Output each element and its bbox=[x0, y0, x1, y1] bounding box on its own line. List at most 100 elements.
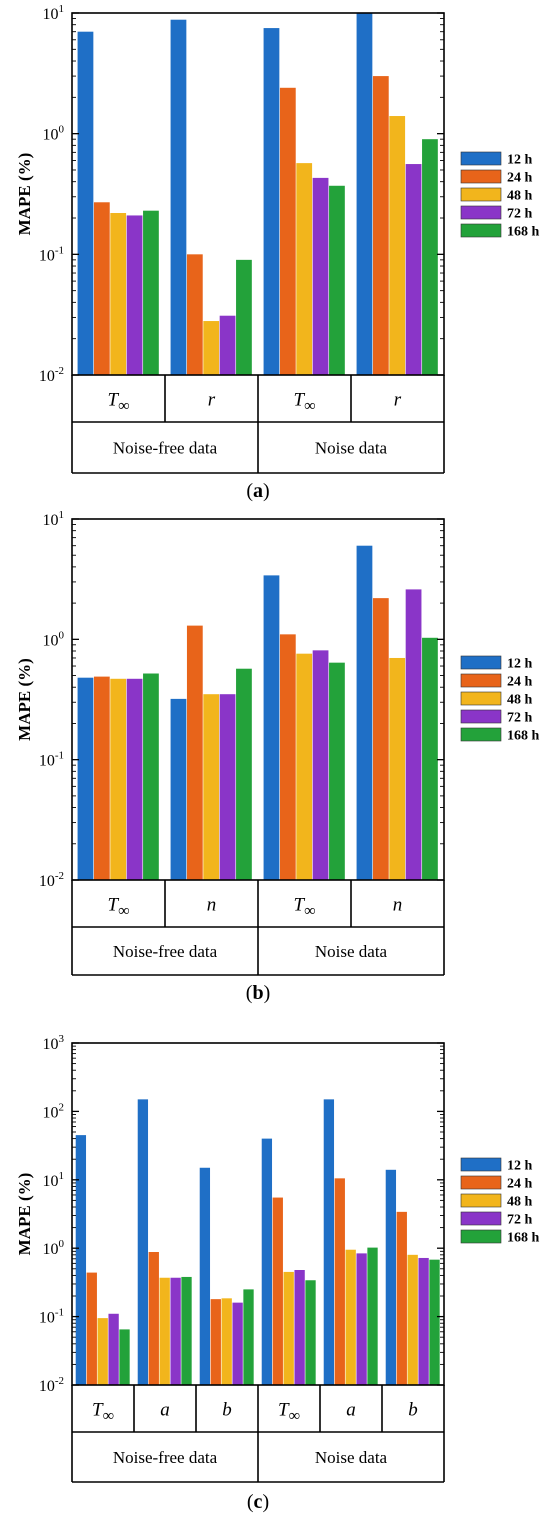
group-label-noise-free: Noise-free data bbox=[113, 439, 218, 458]
bar-24h-T1 bbox=[93, 676, 110, 880]
bar-48h-T1 bbox=[97, 1318, 108, 1385]
bar-168h-T1 bbox=[143, 210, 159, 375]
legend-label-48h: 48 h bbox=[507, 189, 533, 204]
group-label-noise: Noise data bbox=[315, 439, 388, 458]
bar-24h-a2 bbox=[148, 1252, 159, 1385]
legend-label-72h: 72 h bbox=[507, 711, 533, 726]
bar-48h-b6 bbox=[407, 1254, 418, 1385]
bar-168h-r4 bbox=[422, 139, 438, 375]
group-label-noise-free: Noise-free data bbox=[113, 942, 218, 961]
legend-swatch-12h bbox=[460, 655, 502, 670]
bar-12h-T1 bbox=[77, 31, 94, 375]
bar-12h-a5 bbox=[323, 1099, 335, 1385]
bar-48h-T1 bbox=[110, 213, 127, 375]
panel-label: (c) bbox=[247, 1491, 269, 1513]
bar-12h-T4 bbox=[261, 1138, 273, 1385]
bar-48h-T3 bbox=[296, 653, 313, 880]
y-tick-label: 10-1 bbox=[39, 1307, 64, 1327]
bar-168h-a5 bbox=[367, 1247, 378, 1385]
category-label-T-1: T∞ bbox=[108, 895, 130, 920]
bar-12h-r2 bbox=[170, 19, 187, 375]
legend-label-12h: 12 h bbox=[507, 657, 533, 672]
bar-72h-a2 bbox=[170, 1277, 181, 1385]
y-axis-label: MAPE (%) bbox=[15, 153, 34, 236]
bar-72h-a5 bbox=[356, 1253, 367, 1385]
bar-48h-T3 bbox=[296, 163, 313, 375]
category-label-T-1: T∞ bbox=[92, 1400, 114, 1425]
bar-72h-T4 bbox=[294, 1270, 305, 1385]
bar-12h-T3 bbox=[263, 575, 280, 880]
legend-swatch-168h bbox=[460, 727, 502, 742]
bar-12h-b3 bbox=[199, 1167, 211, 1385]
y-tick-label: 103 bbox=[43, 1033, 65, 1053]
bar-12h-T1 bbox=[75, 1135, 87, 1385]
legend-label-24h: 24 h bbox=[507, 171, 533, 186]
y-tick-label: 100 bbox=[43, 124, 65, 144]
bar-168h-n4 bbox=[422, 637, 438, 880]
y-axis-label: MAPE (%) bbox=[15, 658, 34, 741]
bar-12h-n2 bbox=[170, 698, 187, 880]
bar-48h-T1 bbox=[110, 678, 127, 880]
bar-48h-T4 bbox=[283, 1271, 294, 1385]
bar-48h-b3 bbox=[221, 1298, 232, 1385]
bar-168h-T1 bbox=[119, 1329, 130, 1385]
bar-168h-T3 bbox=[329, 185, 345, 375]
bar-72h-r2 bbox=[219, 315, 236, 375]
chart-panel-b: 10-2 10-1 100 101 MAPE (%) T∞ n T∞ n Noise-free d… bbox=[15, 509, 540, 1004]
bar-12h-r4 bbox=[356, 13, 373, 375]
bar-48h-r2 bbox=[203, 321, 220, 375]
bar-72h-n2 bbox=[219, 694, 236, 880]
legend-label-24h: 24 h bbox=[507, 675, 533, 690]
category-label-r-2: r bbox=[208, 390, 216, 411]
legend-swatch-72h bbox=[460, 205, 502, 220]
bar-72h-b3 bbox=[232, 1302, 243, 1385]
legend-label-12h: 12 h bbox=[507, 1159, 533, 1174]
category-label-r-4: r bbox=[394, 390, 402, 411]
chart-panel-a: 10-2 10-1 100 101 MAPE (%) T∞ r T∞ r Noise-free d… bbox=[15, 3, 540, 502]
bar-12h-b6 bbox=[385, 1169, 397, 1385]
chart-panel-c: 10-2 10-1 100 101 102 103 MAPE (%) T∞ a b T∞ a b Nois… bbox=[15, 1033, 540, 1513]
bar-24h-n4 bbox=[372, 598, 389, 880]
bar-72h-r4 bbox=[405, 164, 422, 375]
legend-swatch-168h bbox=[460, 1229, 502, 1244]
group-label-noise-free: Noise-free data bbox=[113, 1448, 218, 1467]
bar-48h-n2 bbox=[203, 694, 220, 880]
y-tick-label: 101 bbox=[43, 509, 65, 529]
bar-24h-T3 bbox=[279, 87, 296, 375]
legend-label-48h: 48 h bbox=[507, 1195, 533, 1210]
legend-label-24h: 24 h bbox=[507, 1177, 533, 1192]
category-label-a-5: a bbox=[346, 1400, 356, 1421]
category-label-n-4: n bbox=[393, 895, 403, 916]
bar-72h-T1 bbox=[108, 1313, 119, 1385]
bar-24h-T4 bbox=[272, 1197, 283, 1385]
legend-swatch-24h bbox=[460, 1175, 502, 1190]
y-axis-label: MAPE (%) bbox=[15, 1173, 34, 1256]
bar-48h-n4 bbox=[389, 657, 406, 880]
bar-24h-b3 bbox=[210, 1299, 221, 1385]
bar-168h-b3 bbox=[243, 1289, 254, 1385]
legend-swatch-24h bbox=[460, 169, 502, 184]
bar-72h-n4 bbox=[405, 589, 422, 880]
legend-swatch-72h bbox=[460, 1211, 502, 1226]
bar-24h-r2 bbox=[186, 254, 203, 375]
legend: 12 h 24 h 48 h 72 h 168 h bbox=[460, 1157, 540, 1246]
bar-24h-n2 bbox=[186, 625, 203, 880]
legend-label-72h: 72 h bbox=[507, 1213, 533, 1228]
group-label-noise: Noise data bbox=[315, 942, 388, 961]
bar-24h-T1 bbox=[93, 202, 110, 375]
bar-48h-a5 bbox=[345, 1249, 356, 1385]
y-tick-label: 102 bbox=[43, 1101, 65, 1121]
bar-24h-b6 bbox=[396, 1211, 407, 1385]
bar-12h-T3 bbox=[263, 28, 280, 376]
legend-swatch-72h bbox=[460, 709, 502, 724]
legend-label-48h: 48 h bbox=[507, 693, 533, 708]
legend-swatch-12h bbox=[460, 151, 502, 166]
y-tick-label: 10-2 bbox=[39, 365, 64, 385]
bar-72h-T1 bbox=[126, 215, 143, 375]
category-label-n-2: n bbox=[207, 895, 217, 916]
legend-swatch-48h bbox=[460, 1193, 502, 1208]
legend-swatch-12h bbox=[460, 1157, 502, 1172]
bar-12h-a2 bbox=[137, 1099, 149, 1385]
bar-168h-a2 bbox=[181, 1276, 192, 1385]
panel-label: (a) bbox=[246, 480, 269, 502]
